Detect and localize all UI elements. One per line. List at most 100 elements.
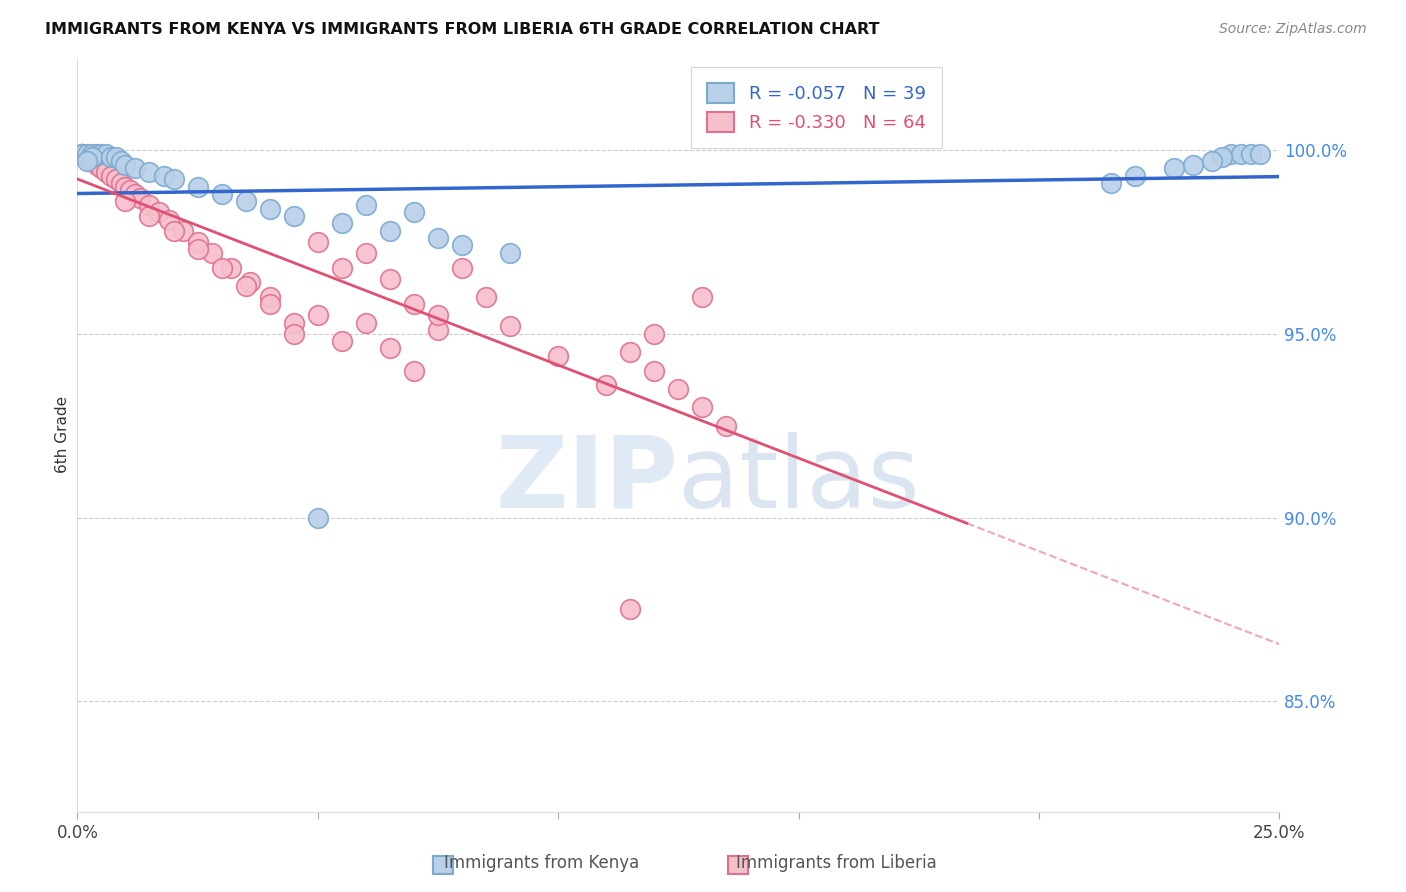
- Point: [86, 153, 108, 168]
- Point: [110, 176, 132, 190]
- Point: [378, 224, 401, 238]
- Point: [619, 345, 641, 359]
- Point: [153, 169, 176, 183]
- Point: [187, 242, 209, 256]
- Point: [76, 146, 98, 161]
- Point: [211, 260, 233, 275]
- Point: [76, 153, 98, 168]
- Point: [378, 271, 401, 285]
- Point: [162, 224, 184, 238]
- Point: [259, 290, 281, 304]
- Point: [330, 260, 353, 275]
- Point: [80, 150, 103, 164]
- Point: [1099, 176, 1122, 190]
- Point: [90, 158, 112, 172]
- Point: [427, 323, 450, 337]
- Point: [354, 245, 377, 260]
- Point: [354, 198, 377, 212]
- Point: [120, 183, 142, 197]
- Point: [1230, 146, 1253, 161]
- Point: [259, 202, 281, 216]
- Point: [692, 401, 714, 415]
- Point: [668, 382, 690, 396]
- Point: [499, 245, 522, 260]
- Point: [239, 275, 262, 289]
- Point: [402, 363, 425, 377]
- Point: [187, 235, 209, 249]
- Point: [86, 158, 108, 172]
- Point: [1163, 161, 1185, 176]
- Point: [219, 260, 242, 275]
- Point: [307, 235, 329, 249]
- Point: [138, 198, 160, 212]
- Point: [124, 161, 146, 176]
- Point: [187, 179, 209, 194]
- Y-axis label: 6th Grade: 6th Grade: [55, 396, 70, 474]
- Point: [619, 602, 641, 616]
- Point: [100, 165, 122, 179]
- Point: [235, 194, 257, 209]
- Legend: R = -0.057   N = 39, R = -0.330   N = 64: R = -0.057 N = 39, R = -0.330 N = 64: [692, 67, 942, 148]
- Text: atlas: atlas: [679, 432, 920, 529]
- Point: [90, 146, 112, 161]
- Point: [1201, 153, 1223, 168]
- Point: [138, 165, 160, 179]
- Text: ZIP: ZIP: [495, 432, 679, 529]
- Bar: [728, 856, 748, 874]
- Point: [354, 316, 377, 330]
- Point: [70, 146, 93, 161]
- Point: [643, 326, 665, 341]
- Point: [307, 309, 329, 323]
- Point: [235, 279, 257, 293]
- Point: [148, 205, 170, 219]
- Point: [283, 316, 305, 330]
- Point: [427, 309, 450, 323]
- Point: [595, 378, 617, 392]
- Point: [114, 179, 136, 194]
- Point: [307, 510, 329, 524]
- Point: [475, 290, 498, 304]
- Point: [76, 150, 98, 164]
- Point: [402, 205, 425, 219]
- Point: [547, 349, 569, 363]
- Point: [100, 169, 122, 183]
- Point: [427, 231, 450, 245]
- Point: [104, 150, 127, 164]
- Point: [1249, 146, 1271, 161]
- Point: [110, 153, 132, 168]
- Point: [70, 146, 93, 161]
- Point: [201, 245, 224, 260]
- Point: [1239, 146, 1261, 161]
- Point: [643, 363, 665, 377]
- Point: [330, 216, 353, 230]
- Point: [283, 326, 305, 341]
- Point: [96, 165, 118, 179]
- Point: [378, 342, 401, 356]
- Point: [402, 297, 425, 311]
- Point: [211, 187, 233, 202]
- Point: [172, 224, 194, 238]
- Text: Immigrants from Liberia: Immigrants from Liberia: [737, 855, 936, 872]
- Point: [259, 297, 281, 311]
- Point: [1220, 146, 1243, 161]
- Point: [114, 158, 136, 172]
- Point: [104, 169, 127, 183]
- Point: [80, 146, 103, 161]
- Point: [451, 260, 474, 275]
- Point: [1123, 169, 1146, 183]
- Point: [114, 194, 136, 209]
- Point: [80, 153, 103, 168]
- Point: [138, 209, 160, 223]
- Point: [124, 187, 146, 202]
- Point: [128, 191, 150, 205]
- Point: [157, 212, 180, 227]
- Point: [96, 161, 118, 176]
- Point: [96, 146, 118, 161]
- Point: [283, 209, 305, 223]
- Point: [70, 146, 93, 161]
- Point: [80, 153, 103, 168]
- Text: IMMIGRANTS FROM KENYA VS IMMIGRANTS FROM LIBERIA 6TH GRADE CORRELATION CHART: IMMIGRANTS FROM KENYA VS IMMIGRANTS FROM…: [45, 22, 880, 37]
- Point: [1211, 150, 1233, 164]
- Point: [86, 146, 108, 161]
- Text: Immigrants from Kenya: Immigrants from Kenya: [444, 855, 638, 872]
